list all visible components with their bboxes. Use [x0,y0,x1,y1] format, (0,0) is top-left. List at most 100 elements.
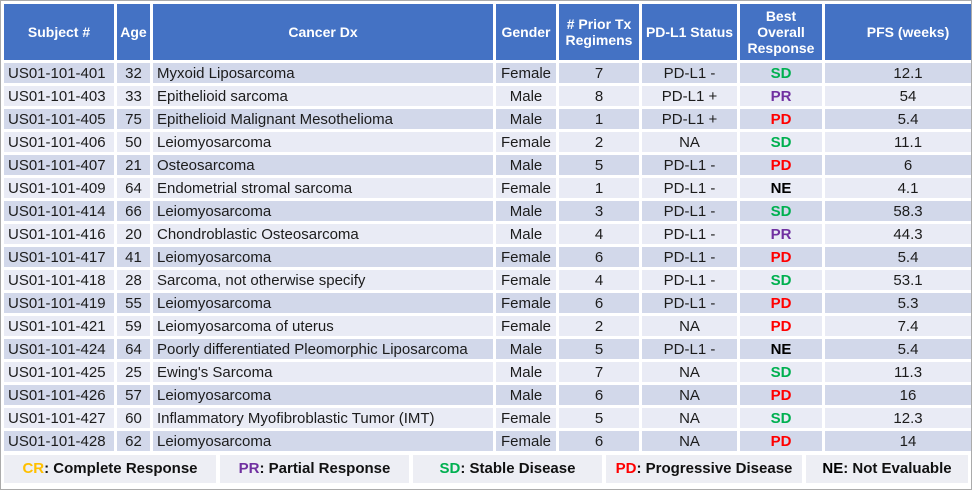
pdl1-cell: NA [642,408,737,428]
response-cell: PR [740,86,822,106]
table-row: US01-101-418 28 Sarcoma, not otherwise s… [4,270,971,290]
pdl1-cell: PD-L1 - [642,247,737,267]
prior-tx-cell: 4 [559,270,639,290]
pfs-cell: 11.3 [825,362,971,382]
response-cell: PD [740,109,822,129]
cancer-dx-cell: Chondroblastic Osteosarcoma [153,224,493,244]
subject-cell: US01-101-417 [4,247,114,267]
pdl1-cell: PD-L1 - [642,339,737,359]
pfs-cell: 5.3 [825,293,971,313]
cancer-dx-cell: Epithelioid sarcoma [153,86,493,106]
pdl1-cell: PD-L1 - [642,270,737,290]
table-row: US01-101-407 21 Osteosarcoma Male 5 PD-L… [4,155,971,175]
subject-cell: US01-101-424 [4,339,114,359]
prior-tx-cell: 2 [559,132,639,152]
age-cell: 57 [117,385,150,405]
cancer-dx-cell: Inflammatory Myofibroblastic Tumor (IMT) [153,408,493,428]
pfs-cell: 5.4 [825,247,971,267]
subjects-table: Subject # Age Cancer Dx Gender # Prior Tx Re… [1,1,971,454]
cancer-dx-cell: Leiomyosarcoma [153,431,493,451]
table-row: US01-101-424 64 Poorly differentiated Pl… [4,339,971,359]
gender-cell: Female [496,63,556,83]
prior-tx-cell: 3 [559,201,639,221]
subject-cell: US01-101-414 [4,201,114,221]
response-cell: PD [740,247,822,267]
pdl1-cell: NA [642,316,737,336]
legend-code: PR [238,460,260,477]
pdl1-cell: PD-L1 - [642,63,737,83]
response-cell: SD [740,270,822,290]
pfs-cell: 11.1 [825,132,971,152]
legend-code: SD [439,460,461,477]
subject-cell: US01-101-419 [4,293,114,313]
pfs-cell: 7.4 [825,316,971,336]
gender-cell: Male [496,385,556,405]
subject-cell: US01-101-403 [4,86,114,106]
pfs-cell: 54 [825,86,971,106]
cancer-dx-cell: Endometrial stromal sarcoma [153,178,493,198]
age-cell: 21 [117,155,150,175]
age-cell: 50 [117,132,150,152]
pfs-cell: 14 [825,431,971,451]
gender-cell: Female [496,316,556,336]
table-row: US01-101-409 64 Endometrial stromal sarc… [4,178,971,198]
table-row: US01-101-427 60 Inflammatory Myofibrobla… [4,408,971,428]
prior-tx-cell: 2 [559,316,639,336]
subject-cell: US01-101-416 [4,224,114,244]
table-row: US01-101-401 32 Myxoid Liposarcoma Femal… [4,63,971,83]
response-cell: NE [740,178,822,198]
age-cell: 55 [117,293,150,313]
prior-tx-cell: 5 [559,155,639,175]
response-cell: PD [740,431,822,451]
subject-cell: US01-101-409 [4,178,114,198]
legend-item-pd: PD: Progressive Disease [606,455,802,483]
pdl1-cell: PD-L1 - [642,224,737,244]
legend-item-sd: SD: Stable Disease [413,455,602,483]
pfs-cell: 12.1 [825,63,971,83]
age-cell: 75 [117,109,150,129]
age-cell: 33 [117,86,150,106]
age-cell: 62 [117,431,150,451]
subject-cell: US01-101-425 [4,362,114,382]
table-row: US01-101-414 66 Leiomyosarcoma Male 3 PD… [4,201,971,221]
prior-tx-cell: 6 [559,385,639,405]
legend-label: : Partial Response [259,460,391,477]
pfs-cell: 12.3 [825,408,971,428]
gender-cell: Male [496,201,556,221]
cancer-dx-cell: Poorly differentiated Pleomorphic Liposa… [153,339,493,359]
table-row: US01-101-403 33 Epithelioid sarcoma Male… [4,86,971,106]
age-cell: 64 [117,178,150,198]
legend-code: NE [822,460,844,477]
response-cell: SD [740,201,822,221]
prior-tx-cell: 7 [559,63,639,83]
legend-label: : Stable Disease [460,460,576,477]
legend-code: CR [22,460,45,477]
response-cell: PD [740,316,822,336]
header-row: Subject # Age Cancer Dx Gender # Prior Tx Re… [4,4,971,60]
pfs-cell: 5.4 [825,339,971,359]
pdl1-cell: PD-L1 + [642,109,737,129]
response-cell: PR [740,224,822,244]
pdl1-cell: NA [642,385,737,405]
pfs-cell: 6 [825,155,971,175]
gender-cell: Male [496,155,556,175]
pfs-cell: 4.1 [825,178,971,198]
table-row: US01-101-416 20 Chondroblastic Osteosarc… [4,224,971,244]
column-header-pdl1: PD-L1 Status [642,4,737,60]
pfs-cell: 44.3 [825,224,971,244]
legend-label: : Progressive Disease [636,460,793,477]
gender-cell: Female [496,178,556,198]
pdl1-cell: PD-L1 - [642,155,737,175]
pdl1-cell: PD-L1 - [642,293,737,313]
gender-cell: Female [496,431,556,451]
age-cell: 64 [117,339,150,359]
pdl1-cell: PD-L1 + [642,86,737,106]
cancer-dx-cell: Ewing's Sarcoma [153,362,493,382]
prior-tx-cell: 6 [559,247,639,267]
response-legend: CR: Complete Response PR: Partial Respon… [1,455,971,483]
subject-cell: US01-101-426 [4,385,114,405]
gender-cell: Male [496,86,556,106]
gender-cell: Female [496,247,556,267]
column-header-pfs: PFS (weeks) [825,4,971,60]
legend-code: PD [615,460,637,477]
